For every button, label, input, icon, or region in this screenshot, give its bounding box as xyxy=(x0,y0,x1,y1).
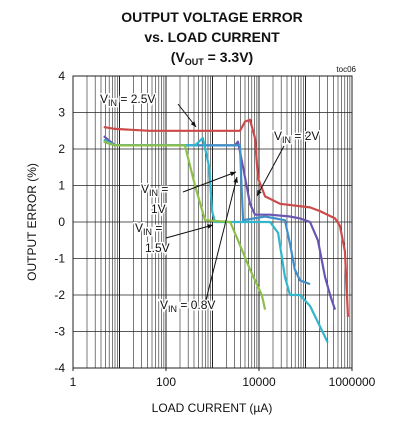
subscript: OUT xyxy=(185,57,205,67)
x-tick-label: 10000 xyxy=(242,375,276,389)
y-tick-label: -3 xyxy=(54,325,65,339)
text-part: V xyxy=(141,182,149,196)
text-part: V xyxy=(135,221,143,235)
plot-frame xyxy=(72,75,353,369)
data-line xyxy=(103,140,311,286)
text-line: (VOUT = 3.3V) xyxy=(171,49,253,67)
arrow-head xyxy=(207,224,213,229)
arrow-head xyxy=(190,121,196,127)
subscript: IN xyxy=(143,227,152,237)
text-line: VIN = xyxy=(135,221,162,237)
text-part: V xyxy=(100,92,108,106)
y-tick-label: 1 xyxy=(58,179,65,193)
text-part: OUTPUT VOLTAGE ERROR xyxy=(121,9,302,25)
data-line xyxy=(103,135,337,310)
text-part: = 2.5V xyxy=(117,92,155,106)
annotation-arrow xyxy=(256,145,285,197)
text-part: vs. LOAD CURRENT xyxy=(144,29,280,45)
text-line: 1V xyxy=(151,202,166,216)
annotation-arrow xyxy=(205,176,238,301)
text-line: VIN = 2.5V xyxy=(100,92,155,108)
text-line: VIN = 2V xyxy=(274,129,319,145)
x-tick-label: 1000000 xyxy=(329,375,376,389)
x-tick-label: 1 xyxy=(70,375,77,389)
annotation-arrow xyxy=(182,171,237,193)
chart-note: toc06 xyxy=(336,65,356,74)
y-tick-label: 3 xyxy=(58,106,65,120)
text-part: 1V xyxy=(151,202,166,216)
subscript: IN xyxy=(282,135,291,145)
y-axis-label: OUTPUT ERROR (%) xyxy=(25,163,39,281)
arrow-head xyxy=(233,177,238,183)
text-line: VIN = 0.8V xyxy=(160,298,215,314)
x-axis-label: LOAD CURRENT (µA) xyxy=(152,401,273,415)
arrow-head xyxy=(230,171,236,177)
text-part: = 3.3V) xyxy=(204,49,253,65)
text-part: 1.5V xyxy=(145,241,170,255)
text-part: V xyxy=(274,129,282,143)
text-part: = 0.8V xyxy=(177,298,215,312)
text-line: OUTPUT VOLTAGE ERROR xyxy=(121,9,302,25)
subscript: IN xyxy=(149,188,158,198)
y-tick-label: -4 xyxy=(54,361,65,375)
arrow-head xyxy=(257,190,262,196)
text-line: VIN = xyxy=(141,182,168,198)
text-part: = xyxy=(158,182,168,196)
text-line: 1.5V xyxy=(145,241,170,255)
data-line xyxy=(103,137,329,343)
text-part: = 2V xyxy=(291,129,319,143)
text-part: = xyxy=(152,221,162,235)
x-tick-label: 100 xyxy=(156,375,176,389)
subscript: IN xyxy=(108,98,117,108)
y-tick-label: -2 xyxy=(54,288,65,302)
y-tick-label: -1 xyxy=(54,252,65,266)
y-tick-label: 4 xyxy=(58,69,65,83)
data-line xyxy=(103,140,267,310)
y-tick-label: 0 xyxy=(58,215,65,229)
subscript: IN xyxy=(168,304,177,314)
text-line: vs. LOAD CURRENT xyxy=(144,29,280,45)
text-part: (V xyxy=(171,49,186,65)
text-part: V xyxy=(160,298,168,312)
annotation-arrow xyxy=(165,224,214,239)
y-tick-label: 2 xyxy=(58,142,65,156)
